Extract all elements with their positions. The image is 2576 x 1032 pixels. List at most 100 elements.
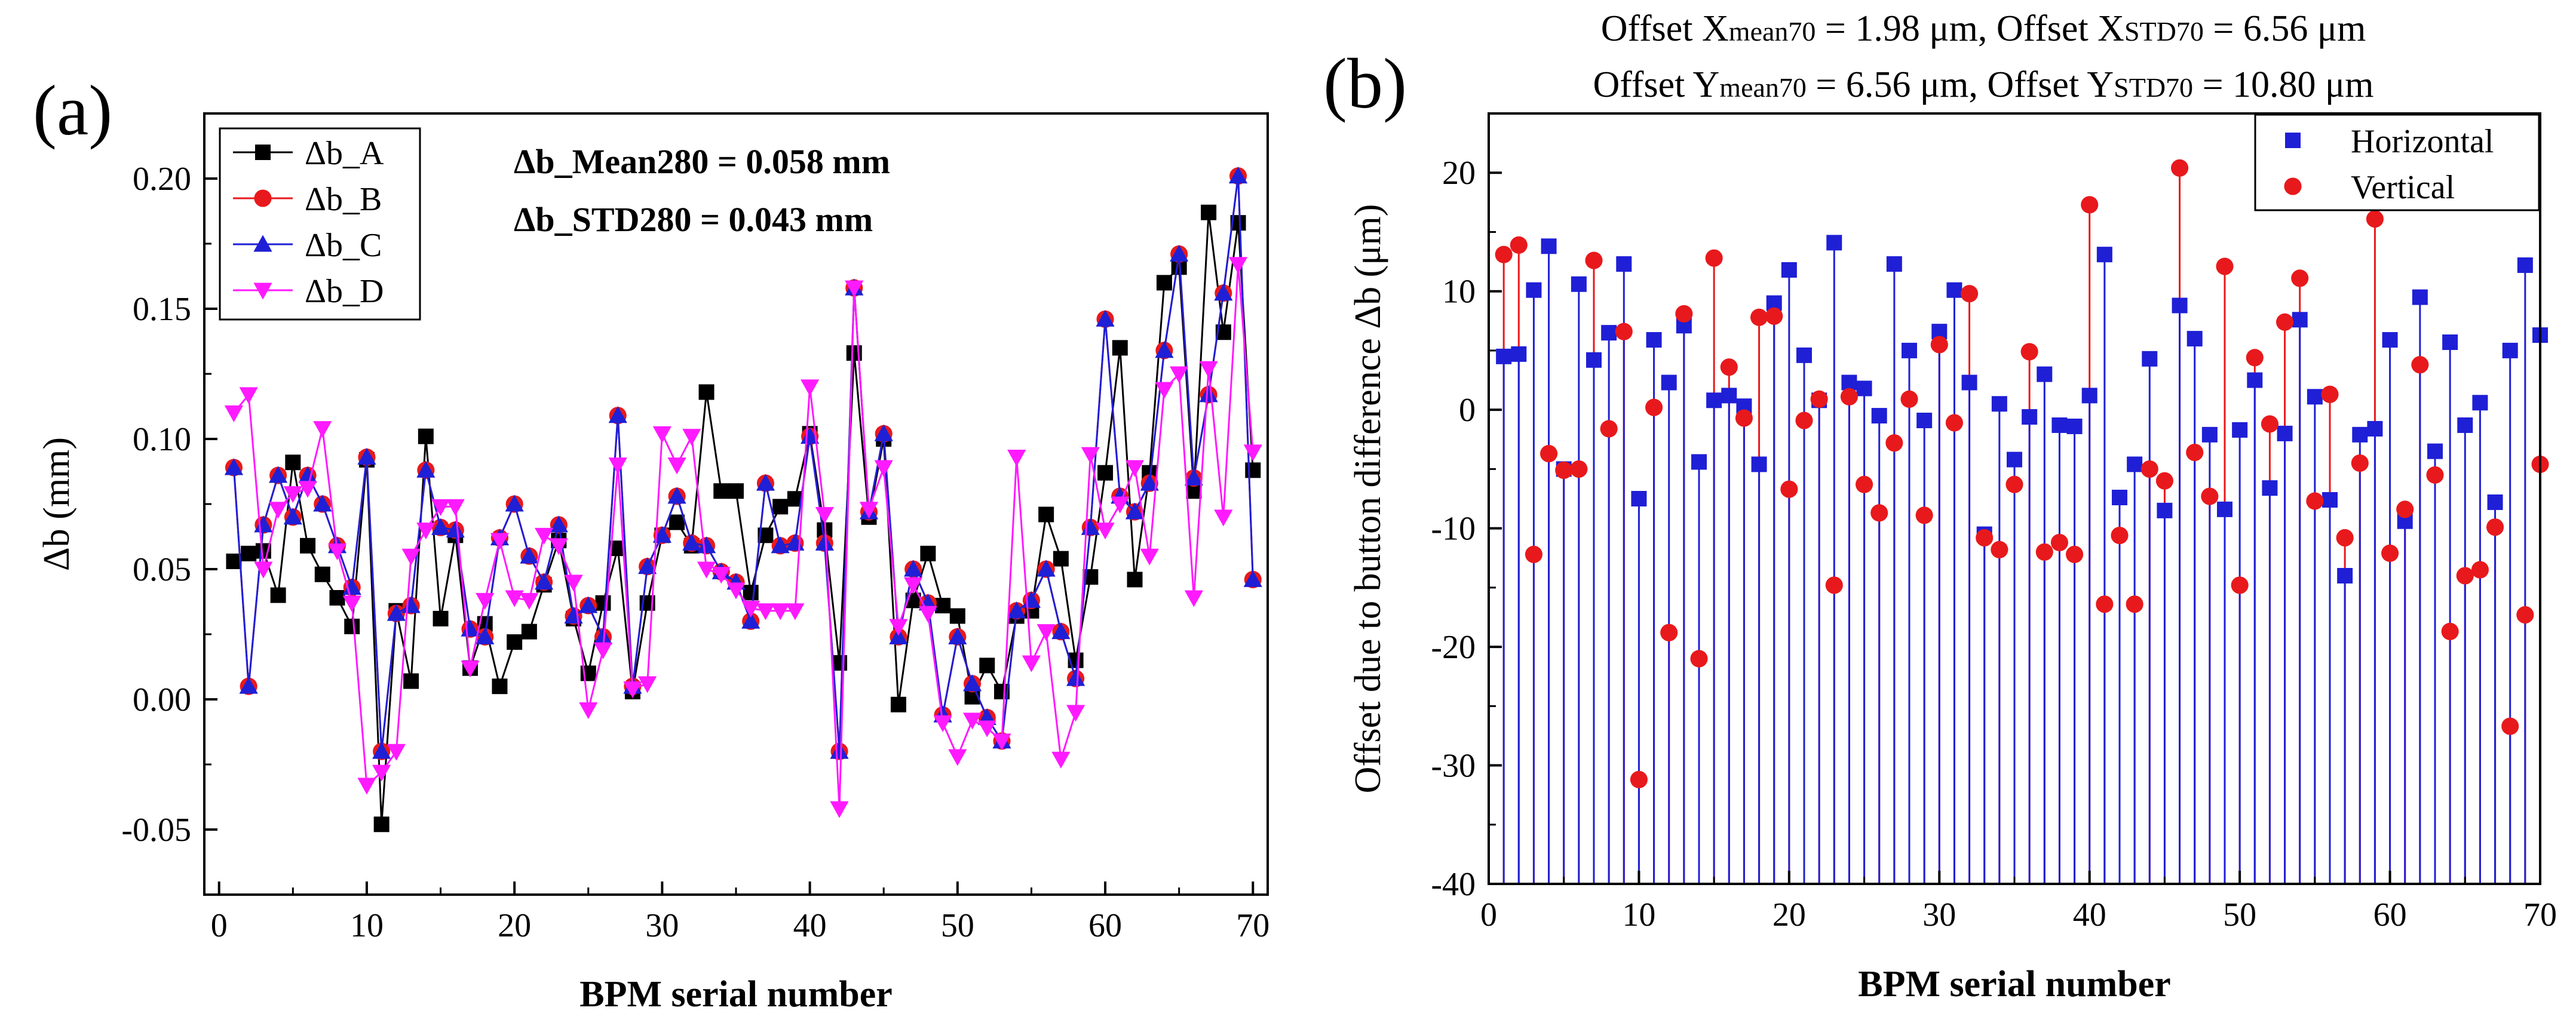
data-point (697, 536, 716, 554)
data-point (2262, 480, 2278, 496)
data-point (1007, 450, 1026, 467)
data-point (1991, 540, 2008, 558)
data-point (2412, 289, 2428, 305)
data-point (1751, 456, 1767, 472)
data-point (2366, 210, 2384, 228)
data-point (1585, 251, 1603, 269)
data-point (1526, 282, 1542, 298)
data-point (697, 561, 716, 579)
data-point (2217, 501, 2232, 517)
panel-a-legend: Δb_A Δb_B Δb_C Δb_D (219, 127, 421, 321)
data-point (845, 280, 864, 297)
data-point (1645, 398, 1663, 416)
data-point (1601, 325, 1617, 341)
data-point (2247, 372, 2263, 388)
legend-item: Δb_B (233, 181, 382, 218)
data-point (1991, 396, 2007, 412)
data-point (2352, 426, 2368, 443)
panel-a-xtick-label: 70 (1236, 907, 1269, 944)
data-point (2140, 460, 2158, 478)
data-point (1900, 390, 1918, 408)
data-point (403, 673, 419, 689)
data-point (329, 589, 345, 606)
data-point (1885, 434, 1903, 452)
data-point (1646, 332, 1662, 348)
data-point (652, 526, 671, 543)
data-point (2007, 452, 2022, 468)
legend-marker (254, 189, 272, 207)
data-point (830, 742, 849, 759)
data-point (1720, 358, 1738, 376)
data-point (521, 624, 537, 640)
panel-b-ytick-label: 0 (1459, 392, 1476, 429)
data-point (1156, 275, 1172, 291)
panel-b-xtick-label: 60 (2373, 896, 2407, 933)
data-point (1096, 309, 1115, 327)
data-point (2005, 475, 2023, 493)
data-point (1201, 204, 1217, 220)
panel-b-plot-area: 0 10 20 30 40 50 60 70 -40 -30 -20 -10 0 10 20 (1431, 155, 2557, 933)
data-point (1112, 340, 1128, 356)
data-point (1825, 576, 1843, 594)
data-point (269, 466, 288, 483)
data-point (2051, 417, 2068, 433)
data-point (2426, 466, 2444, 484)
data-point (2157, 502, 2173, 518)
title-subscript: mean70 (1719, 72, 1807, 103)
legend-item: Vertical (2284, 169, 2455, 206)
data-point (1886, 256, 1902, 272)
title-text: Offset Y (1593, 64, 1720, 105)
data-point (579, 596, 598, 613)
data-point (638, 676, 657, 693)
data-point (815, 533, 834, 551)
data-point (801, 379, 820, 397)
data-point (1228, 257, 1248, 274)
data-point (830, 801, 849, 818)
legend-marker (2284, 177, 2302, 195)
data-point (1616, 256, 1632, 272)
data-point (2112, 490, 2127, 506)
data-point (2277, 425, 2293, 441)
data-point (298, 466, 317, 483)
data-point (1125, 460, 1145, 477)
title-text: = 6.56 μm, Offset Y (1807, 64, 2114, 105)
data-point (1856, 475, 1873, 493)
data-point (801, 427, 820, 444)
data-point (1570, 460, 1588, 478)
data-point (1214, 509, 1233, 527)
series-delta-b-d (224, 257, 1262, 818)
data-point (652, 426, 671, 443)
data-point (1841, 374, 1857, 391)
data-point (342, 578, 361, 595)
data-point (1066, 705, 1085, 722)
data-point (1066, 669, 1085, 686)
panel-a-xtick-label: 50 (941, 907, 974, 944)
data-point (2411, 356, 2429, 374)
series-horizontal-stems (1502, 242, 2541, 884)
data-point (1184, 468, 1203, 486)
data-point (1660, 624, 1678, 641)
data-point (726, 582, 746, 600)
data-point (1840, 388, 1858, 406)
panel-a-legend-box (219, 127, 421, 321)
data-point (2216, 257, 2234, 275)
data-point (2396, 500, 2414, 518)
panel-a-ytick-label: 0.15 (133, 291, 191, 328)
data-point (2367, 420, 2383, 437)
panel-b-ytick-label: -20 (1431, 629, 1476, 666)
data-point (1170, 366, 1189, 383)
data-point (418, 428, 434, 444)
title-text: Offset X (1601, 8, 1729, 49)
data-point (1586, 352, 1602, 368)
data-point (712, 567, 731, 584)
data-point (713, 483, 729, 499)
data-point (1036, 624, 1056, 641)
panel-b: (b) Offset Xmean70 = 1.98 μm, Offset XST… (1323, 8, 2557, 1005)
data-point (579, 702, 598, 720)
data-point (2502, 342, 2518, 358)
panel-a-xtick-label: 10 (350, 907, 384, 944)
data-point (638, 557, 657, 575)
data-point (431, 499, 450, 516)
data-point (1243, 570, 1262, 587)
data-point (372, 764, 391, 782)
